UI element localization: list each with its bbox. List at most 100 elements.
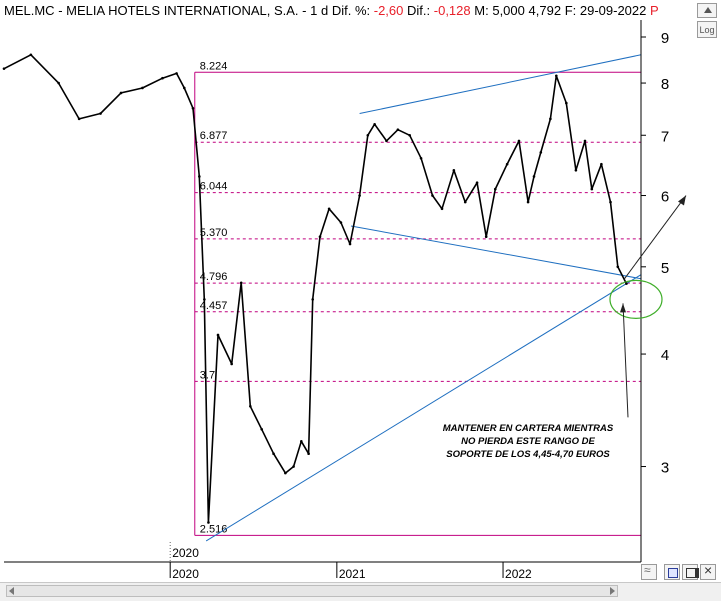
x-axis: 2020 2021 2022 2020 [4, 542, 641, 581]
price-point [385, 139, 388, 143]
price-point [99, 112, 102, 115]
header-dash: - [58, 3, 63, 18]
price-point [203, 298, 206, 301]
price-point [141, 86, 144, 90]
price-point [348, 242, 352, 246]
annotation-line-2: NO PIERDA ESTE RANGO DE [461, 436, 595, 447]
price-point [493, 187, 497, 191]
chart-header: MEL.MC - MELIA HOTELS INTERNATIONAL, S.A… [4, 2, 659, 20]
price-point [366, 133, 370, 137]
price-point [565, 101, 568, 105]
price-point [526, 200, 530, 204]
annotation-line-1: MANTENER EN CARTERA MIENTRAS [443, 423, 614, 434]
header-dash-2: - [302, 3, 307, 18]
price-point [609, 200, 612, 204]
support-circle [609, 279, 663, 320]
price-point [300, 439, 303, 443]
close-button[interactable] [700, 562, 716, 580]
max-value: 5,000 [492, 3, 525, 18]
price-point [191, 106, 195, 110]
save-button[interactable] [664, 564, 680, 580]
y-axis: 3 4 5 6 7 8 9 [640, 20, 669, 562]
price-point [539, 151, 543, 154]
price-point [77, 117, 81, 121]
dif-label: Dif.: [407, 3, 431, 18]
scroll-right-icon[interactable] [606, 585, 618, 597]
fib-level-label: 3.7 [200, 369, 215, 381]
log-scale-button[interactable]: Log [697, 21, 717, 38]
price-point [318, 235, 322, 239]
price-point [161, 76, 164, 80]
price-point [292, 465, 295, 468]
price-point [307, 452, 310, 456]
price-point [57, 81, 60, 85]
dif-pct-value: -2,60 [373, 3, 404, 18]
y-tick-label: 5 [661, 260, 669, 277]
price-point [230, 362, 233, 366]
price-point [284, 471, 287, 475]
price-point [484, 235, 488, 239]
period: 1 d [310, 3, 329, 18]
horizontal-scrollbar[interactable] [6, 585, 618, 597]
y-tick-label: 4 [661, 347, 669, 364]
company-name: MELIA HOTELS INTERNATIONAL, S.A. [66, 3, 299, 18]
date-label: F: [564, 3, 577, 18]
price-point [616, 265, 620, 269]
fibonacci-retracement: 8.224 6.877 6.044 5.370 4.796 4.457 3.7 2.516 [194, 60, 641, 536]
price-point [419, 156, 423, 160]
price-point [249, 404, 252, 408]
price-point [549, 117, 552, 121]
price-point [532, 175, 536, 178]
price-point [175, 72, 178, 75]
price-point [431, 194, 434, 197]
wave-tool-button[interactable] [641, 563, 657, 580]
price-point [207, 521, 210, 524]
price-point [396, 128, 400, 132]
price-point [239, 281, 243, 285]
arrow-to-circle-head [619, 303, 626, 313]
price-point [272, 452, 275, 456]
annotation-layer: MANTENER EN CARTERA MIENTRAS NO PIERDA E… [443, 195, 687, 460]
price-point [408, 133, 411, 137]
fib-level-label: 2.516 [200, 523, 228, 535]
y-tick-label: 6 [661, 189, 669, 206]
annotation-line-3: SOPORTE DE LOS 4,45-4,70 EUROS [446, 449, 610, 460]
dif-pct-label: Dif. %: [331, 3, 371, 18]
panel-button[interactable] [682, 564, 699, 580]
price-point [600, 162, 603, 166]
header-extra: P [650, 3, 659, 18]
price-series [2, 53, 628, 524]
y-tick-label: 9 [661, 30, 669, 47]
scroll-left-icon[interactable] [6, 585, 18, 597]
scroll-up-button[interactable] [697, 3, 717, 18]
price-point [505, 162, 509, 166]
max-label: M: [474, 3, 489, 18]
fib-level-label: 6.877 [200, 130, 228, 142]
x-marker-label: 2020 [172, 546, 199, 560]
arrow-up [623, 195, 687, 280]
last-value: 4,792 [528, 3, 562, 18]
price-point [358, 194, 361, 197]
dif-value: -0,128 [433, 3, 471, 18]
price-point [517, 139, 521, 143]
fib-level-label: 5.370 [200, 227, 228, 239]
price-point [119, 91, 123, 95]
y-tick-label: 3 [661, 460, 669, 477]
price-point [452, 168, 456, 172]
arrow-up-head [677, 195, 686, 206]
y-tick-label: 7 [661, 128, 669, 145]
price-point [29, 53, 33, 57]
price-point [198, 175, 201, 178]
trendline [359, 54, 642, 115]
fib-level-label: 4.457 [200, 300, 228, 312]
price-point [590, 187, 594, 191]
price-point [463, 200, 467, 204]
price-point [260, 427, 264, 431]
price-point [583, 139, 587, 143]
fib-level-label: 6.044 [200, 181, 228, 193]
price-line [3, 53, 628, 524]
fib-level-label: 4.796 [200, 271, 228, 283]
price-point [574, 168, 578, 172]
